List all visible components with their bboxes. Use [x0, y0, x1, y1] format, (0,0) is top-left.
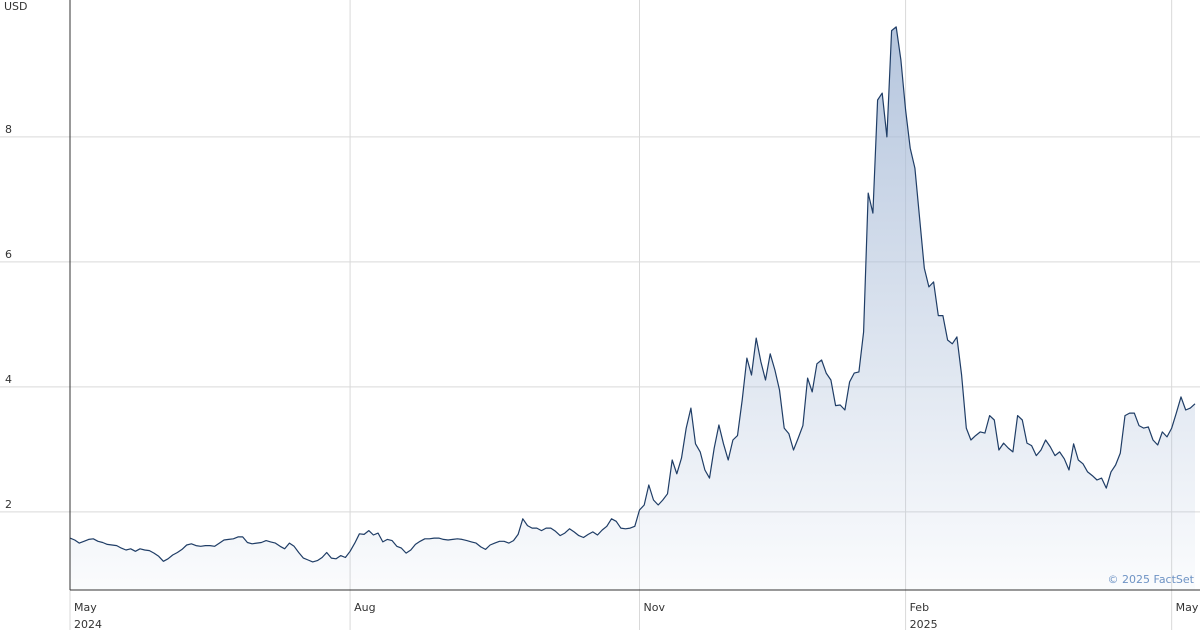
y-tick-label: 4: [5, 373, 12, 386]
plot: [69, 26, 1196, 590]
x-tick-label: May: [74, 601, 97, 614]
unit-label: USD: [4, 0, 28, 13]
area: [70, 26, 1195, 590]
y-tick-label: 8: [5, 123, 12, 136]
watermark: © 2025 FactSet: [1108, 573, 1195, 586]
x-tick-label: Nov: [644, 601, 666, 614]
x-year-label: 2025: [910, 618, 938, 630]
price-line: [69, 26, 1196, 563]
y-tick-label: 2: [5, 498, 12, 511]
y-tick-label: 6: [5, 248, 12, 261]
x-tick-label: Feb: [910, 601, 929, 614]
x-tick-label: May: [1176, 601, 1199, 614]
x-tick-label: Aug: [354, 601, 375, 614]
x-year-label: 2024: [74, 618, 102, 630]
